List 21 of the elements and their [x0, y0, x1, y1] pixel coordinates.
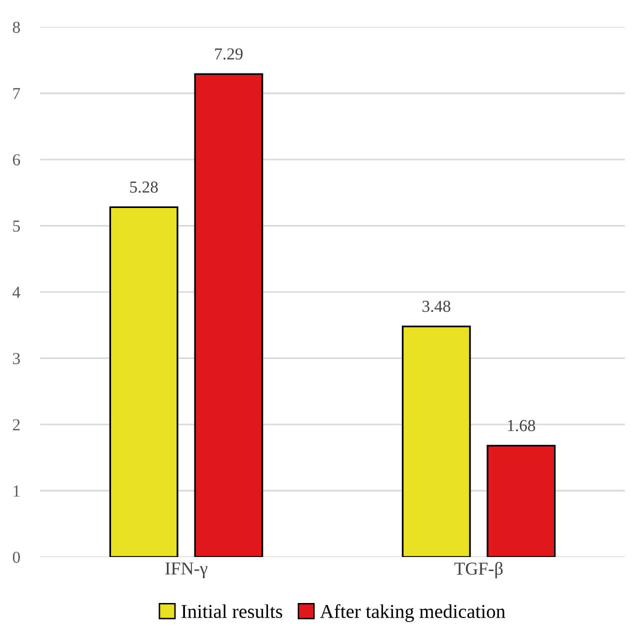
bar: [194, 73, 264, 557]
y-tick-label: 7: [13, 88, 20, 100]
legend-label: After taking medication: [320, 604, 506, 622]
data-label: 5.28: [130, 181, 158, 193]
y-tick-label: 8: [12, 22, 20, 33]
bar: [402, 326, 471, 557]
x-tick-label: TGF-β: [454, 562, 503, 578]
bar: [486, 444, 556, 557]
y-tick-label: 4: [12, 286, 20, 298]
x-tick-label: IFN-γ: [165, 562, 208, 578]
data-label: 7.29: [215, 48, 243, 60]
y-tick-label: 2: [12, 419, 20, 430]
y-tick-label: 5: [13, 220, 20, 232]
legend-label: Initial results: [182, 604, 282, 618]
y-tick-label: 3: [13, 352, 20, 364]
y-tick-label: 0: [12, 552, 20, 563]
bar: [109, 206, 178, 557]
data-label: 3.48: [422, 300, 450, 312]
y-tick-label: 6: [12, 154, 20, 166]
y-tick-label: 1: [14, 486, 20, 497]
data-label: 1.68: [508, 420, 536, 432]
